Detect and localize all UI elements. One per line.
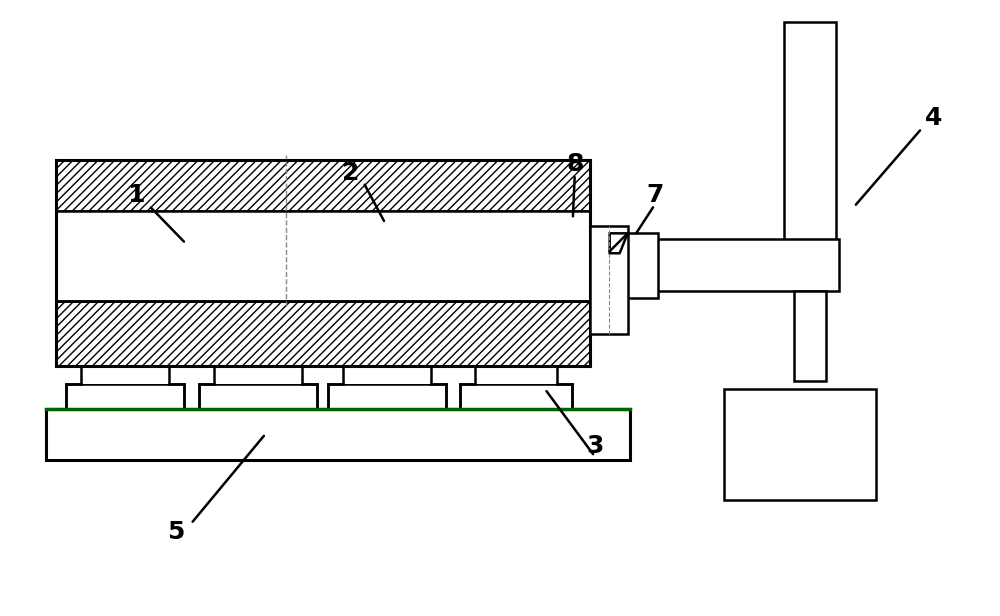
Bar	[66, 384, 184, 408]
Bar	[56, 301, 590, 366]
Bar	[56, 160, 590, 211]
Bar	[214, 366, 302, 384]
Bar	[460, 384, 572, 408]
Text: 5: 5	[167, 520, 185, 544]
Bar	[46, 408, 630, 460]
Bar	[81, 366, 169, 384]
Text: 8: 8	[566, 152, 583, 176]
Bar	[475, 366, 557, 384]
Bar	[343, 366, 431, 384]
Bar	[655, 239, 839, 291]
Bar	[610, 233, 658, 298]
Bar	[590, 226, 628, 334]
Text: 3: 3	[586, 434, 603, 458]
Bar	[328, 384, 446, 408]
Bar	[794, 291, 826, 381]
Bar	[199, 384, 317, 408]
Bar	[56, 211, 590, 301]
Bar	[784, 22, 836, 276]
Bar	[724, 389, 876, 500]
Text: 4: 4	[925, 106, 942, 130]
Text: 1: 1	[127, 182, 145, 206]
Polygon shape	[610, 233, 628, 253]
Text: 2: 2	[342, 161, 359, 185]
Text: 7: 7	[646, 182, 663, 206]
